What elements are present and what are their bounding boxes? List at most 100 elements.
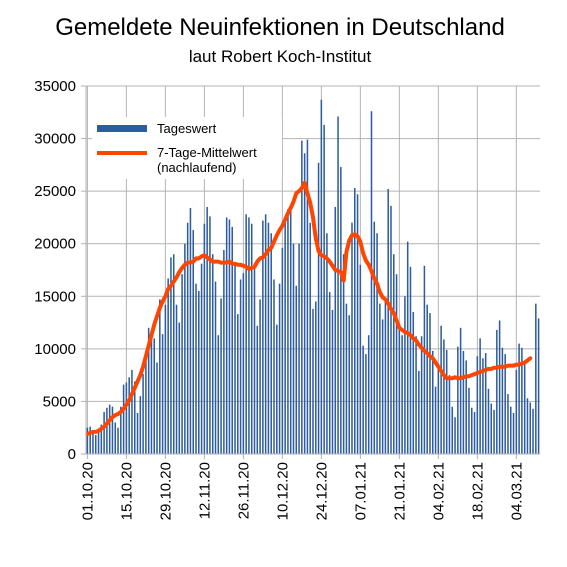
bar	[493, 409, 495, 454]
bar	[323, 124, 325, 455]
bar	[537, 318, 540, 454]
bar	[284, 218, 286, 454]
bar	[367, 335, 370, 454]
x-tick-label: 29.10.20	[157, 462, 174, 520]
bar	[125, 382, 128, 454]
chart-title: Gemeldete Neuinfektionen in Deutschland	[55, 14, 505, 41]
bar	[448, 375, 451, 454]
bar	[103, 411, 105, 454]
x-tick-label: 04.03.21	[508, 462, 525, 520]
bar	[406, 241, 409, 454]
bar	[504, 354, 506, 454]
bar	[445, 349, 448, 454]
bar	[120, 406, 122, 454]
bar-layer	[86, 99, 540, 455]
bar	[237, 314, 239, 454]
bar	[457, 346, 459, 454]
bar	[429, 313, 431, 454]
bar	[161, 334, 164, 454]
bar	[203, 223, 206, 454]
y-tick-label: 0	[68, 446, 76, 463]
bar	[468, 387, 470, 454]
bar	[278, 283, 281, 454]
x-tick-label: 15.10.20	[118, 462, 135, 520]
legend-label-tageswert: Tageswert	[157, 121, 217, 136]
bar	[381, 319, 384, 454]
bar	[529, 402, 532, 454]
bar	[214, 281, 217, 454]
bar	[512, 412, 515, 454]
bar	[189, 207, 192, 454]
bar	[496, 329, 498, 454]
bar	[117, 427, 119, 454]
bar	[248, 217, 250, 454]
y-tick-label: 10000	[34, 341, 76, 358]
x-tick-label: 01.10.20	[79, 462, 96, 520]
bar	[334, 206, 337, 454]
bar	[373, 221, 376, 454]
bar	[200, 263, 203, 454]
bar	[432, 350, 434, 454]
bar	[111, 406, 114, 454]
bar	[454, 417, 456, 454]
bar	[100, 424, 103, 454]
bar	[172, 254, 175, 454]
bar	[167, 278, 169, 454]
y-tick-label: 25000	[34, 183, 76, 200]
bar	[393, 254, 395, 454]
y-tick-label: 30000	[34, 131, 76, 148]
bar	[401, 335, 403, 454]
bar	[156, 362, 158, 454]
bar	[242, 273, 245, 454]
bar	[259, 299, 261, 454]
bar	[178, 322, 181, 454]
x-tick-label: 18.02.21	[469, 462, 486, 520]
bar	[225, 217, 228, 454]
bar	[281, 247, 284, 454]
bar	[287, 209, 289, 454]
bar	[159, 299, 161, 454]
bar	[451, 406, 454, 454]
bar	[465, 360, 467, 454]
bar	[181, 274, 183, 454]
bar	[270, 233, 272, 454]
series-line-7-tage-mittelwert	[85, 180, 533, 437]
bar	[326, 233, 328, 454]
chart-subtitle: laut Robert Koch-Institut	[189, 47, 372, 66]
bar	[170, 257, 172, 454]
bar	[331, 309, 334, 454]
bar	[231, 226, 233, 454]
bar	[122, 384, 125, 454]
bar	[195, 283, 197, 454]
legend-label-mittelwert-note: (nachlaufend)	[157, 160, 237, 175]
bar	[153, 338, 155, 454]
bar	[395, 274, 398, 454]
bar	[128, 377, 130, 454]
bar	[507, 394, 509, 454]
bar	[94, 435, 97, 454]
x-tick-label: 04.02.21	[430, 462, 447, 520]
bar	[239, 279, 242, 454]
bar	[509, 406, 512, 454]
bar	[145, 350, 147, 454]
bar	[535, 303, 537, 454]
legend: Tageswert 7-Tage-Mittelwert (nachlaufend…	[92, 117, 282, 179]
bar	[264, 214, 267, 454]
y-tick-label: 35000	[34, 78, 76, 95]
bar	[211, 254, 214, 454]
bar	[365, 354, 367, 454]
bar	[362, 345, 364, 454]
bar	[482, 358, 484, 454]
bar	[164, 304, 167, 454]
bar	[409, 266, 412, 454]
bar	[359, 264, 362, 454]
legend-label-mittelwert: 7-Tage-Mittelwert	[157, 145, 257, 160]
legend-swatch-tageswert	[97, 125, 147, 132]
bar	[518, 343, 520, 454]
bar	[312, 308, 314, 454]
bar	[404, 296, 406, 454]
bar	[532, 408, 534, 454]
bar	[253, 266, 256, 454]
bar	[86, 427, 89, 454]
